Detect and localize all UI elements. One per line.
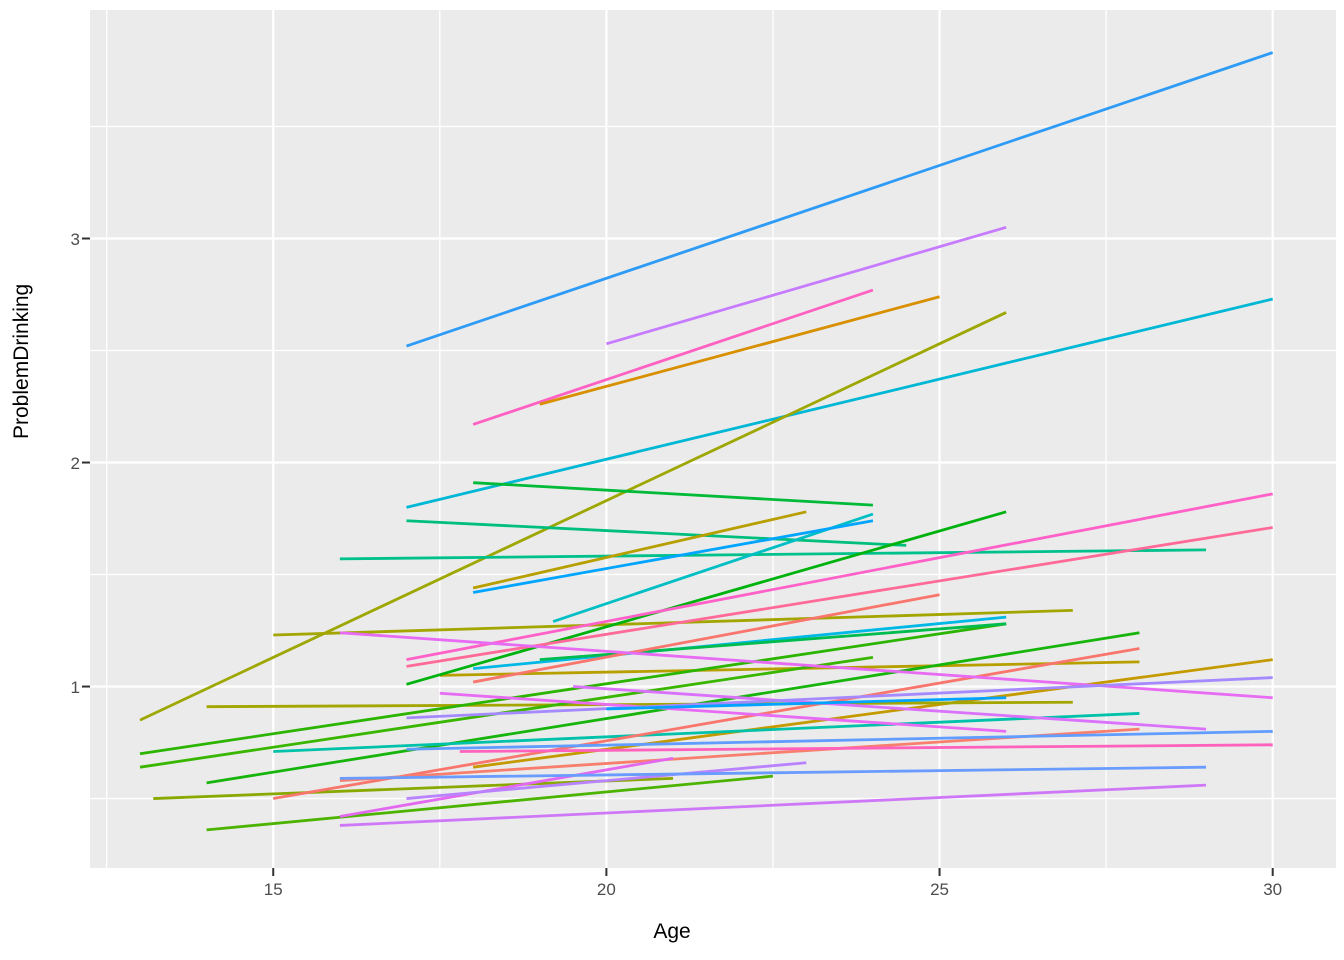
regression-line <box>539 295 940 406</box>
regression-line <box>339 548 1207 561</box>
y-tick-label: 1 <box>70 677 80 697</box>
x-tick-label: 30 <box>1263 880 1283 899</box>
regression-line <box>572 685 1207 731</box>
regression-line <box>552 512 874 623</box>
regression-line <box>406 761 807 800</box>
regression-line <box>605 225 1007 346</box>
y-axis-title: ProblemDrinking <box>10 283 33 439</box>
regression-line <box>206 700 1073 709</box>
regression-line <box>406 510 1007 686</box>
regression-line <box>406 729 1273 751</box>
regression-line <box>272 647 1140 800</box>
regression-line <box>606 696 1007 711</box>
regression-line <box>406 676 1273 720</box>
regression-line <box>406 526 1273 668</box>
regression-line <box>439 691 1007 733</box>
regression-line <box>339 783 1207 827</box>
x-tick-label: 20 <box>596 880 616 899</box>
regression-line <box>339 765 1207 780</box>
regression-line <box>406 297 1274 509</box>
regression-line <box>472 510 807 590</box>
regression-line <box>472 519 874 594</box>
regression-line <box>406 51 1274 348</box>
y-tick-label: 2 <box>70 453 80 473</box>
regression-line <box>339 631 1273 700</box>
regression-line <box>459 743 1273 753</box>
regression-line <box>472 288 874 426</box>
x-axis-title: Age <box>653 920 691 943</box>
x-tick-label: 15 <box>263 880 283 899</box>
regression-line <box>206 774 774 832</box>
regression-line <box>339 756 674 818</box>
regression-line <box>472 615 1007 671</box>
regression-line <box>473 481 873 507</box>
regression-line <box>139 622 1007 756</box>
x-tick-label: 25 <box>930 880 949 899</box>
regression-line <box>406 519 907 547</box>
regression-line <box>139 311 1007 722</box>
y-tick-label: 3 <box>70 229 80 249</box>
panel-background <box>90 10 1336 868</box>
regression-line <box>273 712 1140 753</box>
regression-line <box>406 492 1273 662</box>
regression-line <box>472 593 940 684</box>
